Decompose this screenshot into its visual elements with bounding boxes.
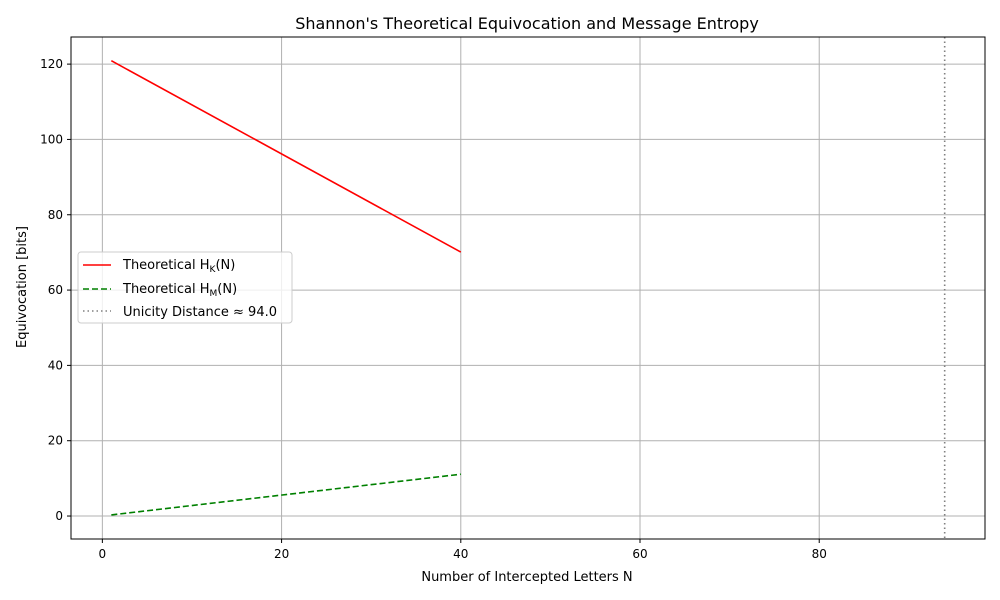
y-tick-label: 100: [40, 132, 63, 146]
y-tick-label: 120: [40, 57, 63, 71]
legend: Theoretical HK(N) Theoretical HM(N) Unic…: [77, 251, 293, 324]
legend-label-hm: Theoretical HM(N): [122, 282, 237, 299]
y-tick-label: 0: [55, 509, 63, 523]
x-axis-label: Number of Intercepted Letters N: [421, 570, 632, 585]
plot-frame: [70, 36, 986, 540]
legend-label-hm-sub: M: [210, 289, 218, 299]
y-tick-label: 60: [48, 283, 63, 297]
y-tick-label: 40: [48, 358, 63, 372]
grid: [71, 37, 985, 539]
x-tick-label: 60: [632, 547, 647, 561]
legend-box: [77, 251, 293, 324]
legend-label-hk-main: Theoretical H: [122, 258, 210, 273]
x-tick-label: 0: [99, 547, 107, 561]
axis-ticks: 0 20 40 60 80 0 20 40 60 80 100 120: [40, 57, 827, 561]
plot-series: [110, 37, 946, 539]
legend-label-hm-main: Theoretical H: [122, 282, 210, 297]
series-line-hk: [110, 60, 462, 253]
y-axis-label: Equivocation [bits]: [15, 226, 30, 348]
x-tick-label: 80: [812, 547, 827, 561]
x-tick-label: 40: [453, 547, 468, 561]
legend-label-hm-arg: (N): [217, 282, 237, 297]
legend-label-hk-sub: K: [210, 265, 217, 275]
chart-title: Shannon's Theoretical Equivocation and M…: [295, 14, 759, 33]
legend-label-hk: Theoretical HK(N): [122, 258, 235, 275]
y-tick-label: 80: [48, 208, 63, 222]
x-tick-label: 20: [274, 547, 289, 561]
legend-label-hk-arg: (N): [215, 258, 235, 273]
series-line-hm: [111, 473, 461, 516]
legend-label-unicity: Unicity Distance ≈ 94.0: [123, 305, 277, 320]
y-tick-label: 20: [48, 434, 63, 448]
